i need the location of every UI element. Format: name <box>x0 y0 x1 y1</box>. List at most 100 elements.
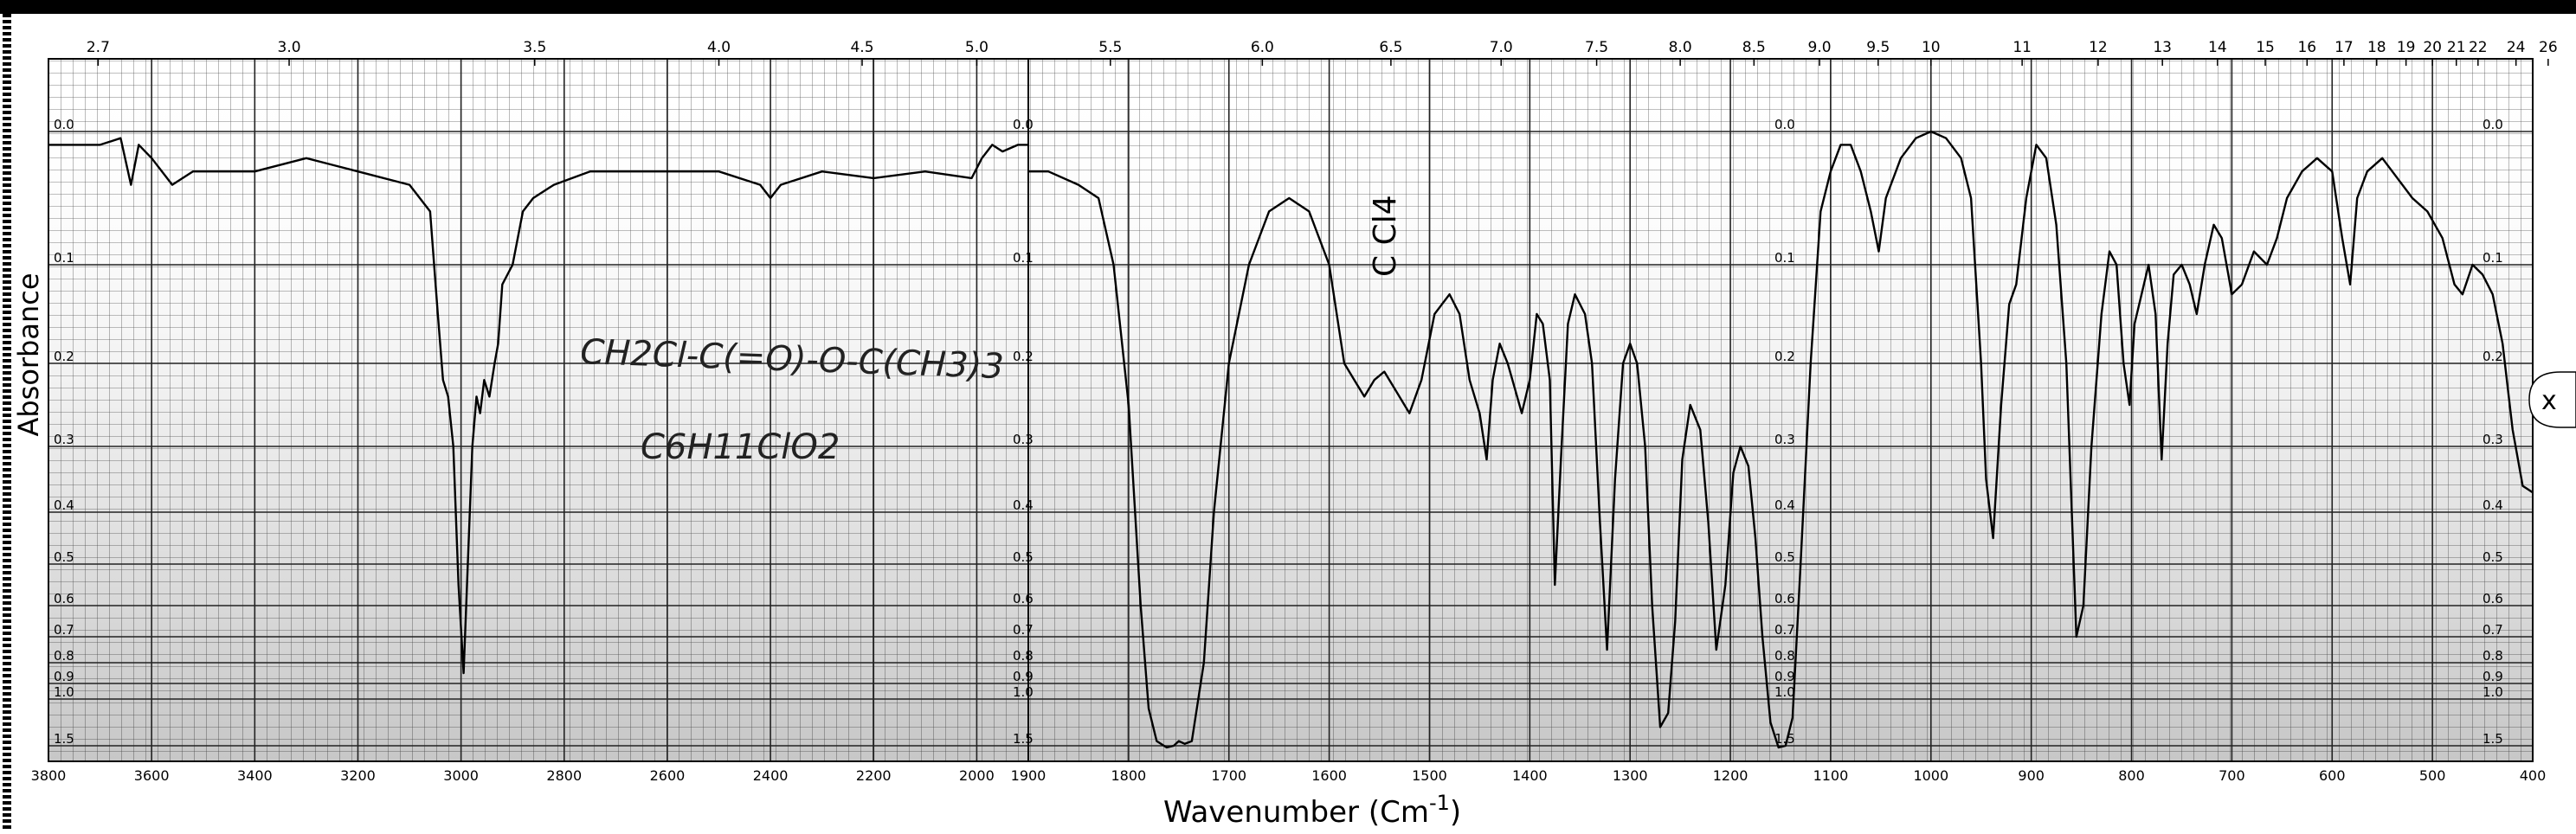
x-tick-label: 3200 <box>340 767 376 784</box>
x-tick-label: 3000 <box>443 767 479 784</box>
y-tick-label: 0.3 <box>1013 432 1034 447</box>
y-tick-label: 0.6 <box>1013 591 1034 606</box>
x-tick-label: 900 <box>2018 767 2045 784</box>
top-tick-label: 6.0 <box>1251 39 1274 56</box>
top-border-band <box>0 0 2576 14</box>
y-tick-label: 0.6 <box>1774 591 1795 606</box>
x-tick-label: 1400 <box>1512 767 1548 784</box>
y-tick-label: 0.5 <box>54 549 74 565</box>
y-tick-label: 0.2 <box>1774 349 1795 364</box>
x-tick-label: 3400 <box>237 767 273 784</box>
x-tick-label: 2600 <box>650 767 686 784</box>
x-tick-label: 1800 <box>1111 767 1147 784</box>
x-tick-label: 1200 <box>1713 767 1748 784</box>
x-tick-label: 1900 <box>1011 767 1046 784</box>
top-tick-label: 22 <box>2469 39 2488 56</box>
top-tick-label: 4.5 <box>850 39 873 56</box>
top-tick-label: 8.0 <box>1669 39 1692 56</box>
y-tick-label: 0.0 <box>54 117 74 132</box>
solvent-label: C Cl4 <box>1368 195 1403 277</box>
top-tick-label: 5.5 <box>1098 39 1122 56</box>
y-tick-label: 1.0 <box>54 684 74 700</box>
y-tick-label: 1.5 <box>1774 731 1795 747</box>
y-tick-label: 0.3 <box>1774 432 1795 447</box>
y-tick-label: 0.4 <box>54 497 74 513</box>
y-tick-label: 0.0 <box>2483 117 2503 132</box>
y-tick-label: 0.9 <box>1774 669 1795 684</box>
x-tick-label: 1600 <box>1311 767 1347 784</box>
spectrum-trace-right <box>1028 130 2534 749</box>
top-tick-label: 9.5 <box>1866 39 1890 56</box>
y-tick-label: 0.9 <box>54 669 74 684</box>
x-tick-label: 1100 <box>1813 767 1849 784</box>
x-tick-label: 500 <box>2419 767 2446 784</box>
y-tick-label: 0.8 <box>1774 648 1795 664</box>
plot-panel-left-shading <box>48 59 1028 761</box>
top-tick-label: 11 <box>2012 39 2032 56</box>
x-tick-label: 700 <box>2219 767 2245 784</box>
x-tick-label: 1300 <box>1613 767 1648 784</box>
y-tick-label: 0.7 <box>1013 622 1034 638</box>
top-tick-label: 10 <box>1922 39 1941 56</box>
spectrum-trace-layer <box>48 130 2534 749</box>
top-tick-label: 3.5 <box>523 39 546 56</box>
y-tick-label: 1.5 <box>1013 731 1034 747</box>
top-tick-label: 7.5 <box>1585 39 1608 56</box>
x-tick-label: 2200 <box>856 767 892 784</box>
top-tick-label: 2.7 <box>87 39 110 56</box>
x-tick-label: 2800 <box>546 767 582 784</box>
y-tick-label: 0.8 <box>54 648 74 664</box>
y-tick-label: 0.5 <box>1774 549 1795 565</box>
y-tick-label: 0.9 <box>1013 669 1034 684</box>
top-tick-label: 5.0 <box>965 39 989 56</box>
y-tick-label: 0.8 <box>2483 648 2503 664</box>
y-axis-label: Absorbance <box>12 273 45 436</box>
top-tick-label: 16 <box>2297 39 2316 56</box>
y-tick-label: 0.6 <box>2483 591 2503 606</box>
side-marker-tab <box>2528 371 2576 428</box>
top-tick-label: 24 <box>2507 39 2526 56</box>
x-tick-label: 1000 <box>1913 767 1948 784</box>
top-tick-label: 7.0 <box>1490 39 1513 56</box>
top-tick-label: 14 <box>2208 39 2227 56</box>
top-tick-label: 13 <box>2153 39 2172 56</box>
y-tick-label: 0.6 <box>54 591 74 606</box>
y-tick-label: 1.0 <box>1774 684 1795 700</box>
y-tick-label: 0.7 <box>54 622 74 638</box>
x-axis-label: Wavenumber (Cm-1) <box>1163 791 1461 830</box>
molecular-formula-annotation: C6H11ClO2 <box>641 427 840 467</box>
x-tick-label: 3600 <box>134 767 170 784</box>
y-tick-label: 0.2 <box>2483 349 2503 364</box>
y-tick-label: 0.0 <box>1774 117 1795 132</box>
y-tick-label: 0.5 <box>2483 549 2503 565</box>
top-tick-label: 4.0 <box>707 39 731 56</box>
x-tick-label: 2000 <box>959 767 995 784</box>
x-tick-label: 1700 <box>1211 767 1246 784</box>
y-tick-label: 0.9 <box>2483 669 2503 684</box>
top-tick-label: 21 <box>2447 39 2466 56</box>
top-tick-label: 17 <box>2334 39 2354 56</box>
y-tick-label: 0.1 <box>54 250 74 266</box>
spectrum-trace-left <box>48 137 1028 675</box>
y-tick-label: 0.4 <box>1774 497 1795 513</box>
top-tick-label: 9.0 <box>1808 39 1832 56</box>
side-marker-label: x <box>2541 386 2557 416</box>
x-tick-label: 2400 <box>753 767 789 784</box>
y-tick-label: 0.2 <box>54 349 74 364</box>
y-tick-label: 0.3 <box>54 432 74 447</box>
top-tick-label: 18 <box>2367 39 2386 56</box>
y-tick-label: 1.0 <box>2483 684 2503 700</box>
top-tick-label: 3.0 <box>278 39 301 56</box>
top-tick-label: 6.5 <box>1379 39 1402 56</box>
y-tick-label: 0.7 <box>2483 622 2503 638</box>
y-tick-label: 0.4 <box>1013 497 1034 513</box>
top-tick-label: 12 <box>2089 39 2108 56</box>
y-tick-label: 1.0 <box>1013 684 1034 700</box>
y-tick-label: 0.3 <box>2483 432 2503 447</box>
y-tick-label: 0.4 <box>2483 497 2503 513</box>
top-tick-label: 26 <box>2539 39 2558 56</box>
x-tick-label: 800 <box>2118 767 2145 784</box>
y-tick-label: 0.1 <box>2483 250 2503 266</box>
y-tick-label: 0.0 <box>1013 117 1034 132</box>
